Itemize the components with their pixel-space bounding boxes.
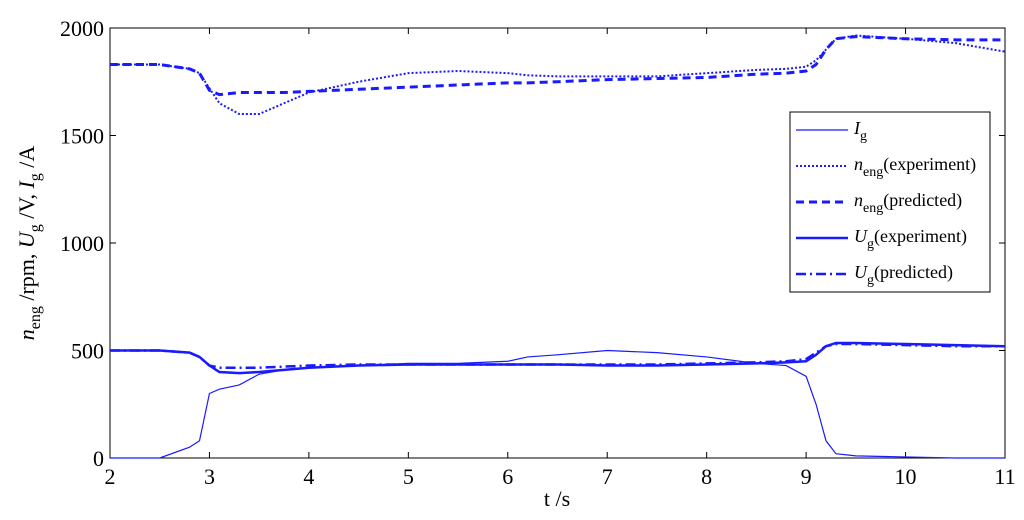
series-line <box>110 349 1005 459</box>
legend-name: (experiment) <box>883 154 976 175</box>
y-label-sub: g <box>27 224 44 232</box>
x-tick-label: 8 <box>701 464 712 489</box>
legend-label: neng(experiment) <box>854 154 976 180</box>
legend-label: neng(predicted) <box>854 190 962 216</box>
x-tick-label: 9 <box>801 464 812 489</box>
legend-subscript: eng <box>863 165 883 180</box>
y-axis-label: neng /rpm, Ug /V, Ig /A <box>14 146 44 341</box>
legend-name: (experiment) <box>874 226 967 247</box>
x-axis-label: t /s <box>544 486 570 511</box>
y-label-text: U <box>14 230 39 248</box>
y-tick-label: 500 <box>71 339 104 364</box>
legend-subscript: g <box>867 237 874 252</box>
y-label-sub: g <box>27 173 44 181</box>
series-line <box>110 34 1006 115</box>
y-label-sub: eng <box>27 306 44 329</box>
legend-name: (predicted) <box>883 190 962 211</box>
y-label-text: I <box>14 180 39 190</box>
series-line <box>110 35 1005 97</box>
legend-subscript: eng <box>863 201 883 216</box>
y-tick-label: 2000 <box>60 16 104 41</box>
legend-symbol: U <box>854 226 868 246</box>
x-tick-label: 10 <box>895 464 917 489</box>
legend-subscript: g <box>860 129 867 144</box>
legend-symbol: U <box>854 262 868 282</box>
legend-subscript: g <box>867 273 874 288</box>
y-tick-label: 1500 <box>60 124 104 149</box>
y-tick-label: 0 <box>93 446 104 471</box>
x-tick-label: 3 <box>204 464 215 489</box>
x-tick-label: 7 <box>602 464 613 489</box>
legend-label: Ug(experiment) <box>854 226 967 252</box>
y-label-text: /A <box>14 146 39 174</box>
y-label-text: n <box>14 329 39 340</box>
legend-name: (predicted) <box>874 262 953 283</box>
x-tick-label: 2 <box>105 464 116 489</box>
legend-label: Ig <box>853 118 867 144</box>
legend: Igneng(experiment)neng(predicted)Ug(expe… <box>789 111 991 293</box>
legend-symbol: I <box>853 118 861 138</box>
x-tick-label: 4 <box>303 464 314 489</box>
x-tick-label: 11 <box>994 464 1015 489</box>
legend-symbol: n <box>854 190 863 210</box>
x-tick-label: 5 <box>403 464 414 489</box>
y-label-text: /V, <box>14 189 39 225</box>
y-tick-label: 1000 <box>60 231 104 256</box>
x-tick-label: 6 <box>502 464 513 489</box>
y-label-text: /rpm, <box>14 248 39 306</box>
legend-symbol: n <box>854 154 863 174</box>
legend-label: Ug(predicted) <box>854 262 953 288</box>
series-line <box>110 342 1005 369</box>
